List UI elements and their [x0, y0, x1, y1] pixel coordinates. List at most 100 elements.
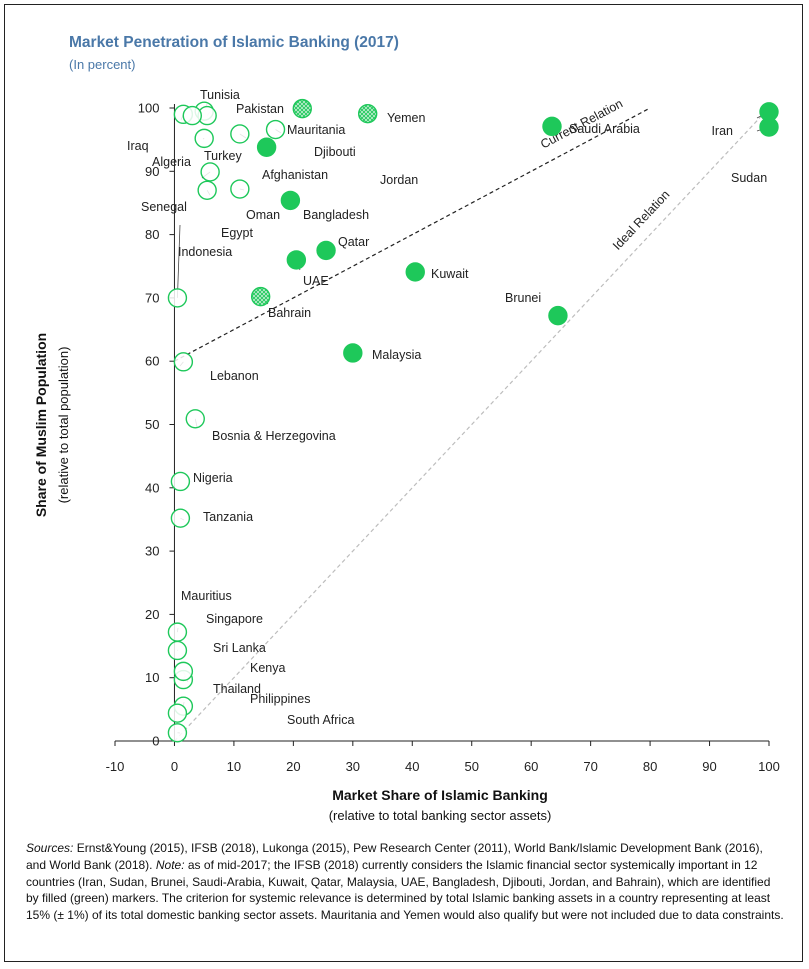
y-tick-label: 100 [138, 101, 160, 116]
y-tick-label: 60 [145, 354, 159, 369]
label-saudi-arabia: Saudi Arabia [569, 122, 640, 136]
y-tick-label: 10 [145, 670, 159, 685]
label-senegal: Senegal [141, 200, 187, 214]
y-tick-label: 90 [145, 164, 159, 179]
label-kuwait: Kuwait [431, 267, 469, 281]
label-lebanon: Lebanon [210, 369, 259, 383]
sources-label: Sources: [26, 841, 74, 855]
marker-brunei [548, 305, 568, 326]
x-tick-label: 0 [171, 759, 178, 774]
x-tick-label: 70 [583, 759, 597, 774]
label-philippines: Philippines [250, 692, 310, 706]
marker-afghanistan [230, 124, 250, 144]
marker-philippines [167, 703, 188, 723]
y-axis-subtitle: (relative to total population) [56, 347, 71, 504]
sources-text: Ernst&Young (2015), IFSB (2018), Lukonga… [26, 841, 763, 872]
chart-title: Market Penetration of Islamic Banking (2… [69, 34, 399, 51]
label-algeria: Algeria [152, 155, 191, 169]
y-axis-title: Share of Muslim Population [33, 333, 49, 517]
chart-subtitle: (In percent) [69, 57, 136, 72]
label-egypt: Egypt [221, 226, 253, 240]
marker-south-africa [167, 723, 188, 743]
marker-bosnia-herzegovina [185, 409, 205, 429]
x-tick-label: 30 [346, 759, 360, 774]
label-indonesia: Indonesia [178, 245, 232, 259]
note-text: as of mid-2017; the IFSB (2018) currentl… [26, 857, 784, 923]
label-uae: UAE [303, 274, 329, 288]
label-nigeria: Nigeria [193, 471, 233, 485]
label-singapore: Singapore [206, 612, 263, 626]
label-bahrain: Bahrain [268, 306, 311, 320]
marker-nigeria [170, 471, 191, 492]
label-pakistan: Pakistan [236, 102, 284, 116]
marker-sudan [759, 117, 779, 137]
marker-oman [230, 179, 250, 199]
marker-djibouti [265, 119, 286, 140]
label-tanzania: Tanzania [203, 510, 253, 524]
label-jordan: Jordan [380, 173, 418, 187]
x-tick-label: -10 [106, 759, 125, 774]
y-tick-label: 80 [145, 227, 159, 242]
label-south-africa: South Africa [287, 713, 354, 727]
y-tick-label: 40 [145, 480, 159, 495]
x-axis-title: Market Share of Islamic Banking [332, 787, 548, 803]
marker-algeria [182, 105, 202, 126]
label-oman: Oman [246, 208, 280, 222]
label-bosnia-herzegovina: Bosnia & Herzegovina [212, 429, 336, 443]
label-bangladesh: Bangladesh [303, 208, 369, 222]
marker-uae [286, 250, 307, 270]
label-mauritania: Mauritania [287, 123, 345, 137]
y-tick-label: 30 [145, 544, 159, 559]
label-yemen: Yemen [387, 111, 426, 125]
leader-indonesia [177, 224, 181, 298]
x-tick-label: 60 [524, 759, 538, 774]
marker-mauritius [167, 622, 188, 642]
marker-egypt [197, 180, 217, 200]
y-tick-label: 50 [145, 417, 159, 432]
label-kenya: Kenya [250, 661, 285, 675]
current-relation-line [174, 107, 651, 362]
y-tick-label: 20 [145, 607, 159, 622]
label-iran: Iran [711, 124, 733, 138]
marker-lebanon [173, 352, 194, 372]
note-label: Note: [155, 857, 185, 872]
marker-saudi-arabia [542, 116, 562, 137]
x-tick-label: 90 [702, 759, 716, 774]
label-djibouti: Djibouti [314, 145, 356, 159]
x-tick-label: 100 [758, 759, 780, 774]
x-tick-label: 10 [227, 759, 241, 774]
x-tick-label: 40 [405, 759, 419, 774]
sources-note: Sources: Ernst&Young (2015), IFSB (2018)… [26, 840, 786, 924]
x-tick-label: 20 [286, 759, 300, 774]
label-sudan: Sudan [731, 171, 767, 185]
marker-senegal [200, 162, 220, 182]
marker-bangladesh [280, 190, 301, 211]
ideal-relation-line [174, 107, 770, 742]
marker-yemen [357, 103, 378, 124]
marker-kenya [173, 661, 194, 682]
label-qatar: Qatar [338, 235, 369, 249]
marker-qatar [316, 240, 336, 261]
marker-jordan [256, 137, 277, 157]
marker-indonesia [167, 288, 188, 308]
chart-frame [4, 4, 803, 962]
label-brunei: Brunei [505, 291, 541, 305]
marker-bahrain [250, 286, 271, 307]
label-afghanistan: Afghanistan [262, 168, 328, 182]
x-tick-label: 80 [643, 759, 657, 774]
marker-kuwait [405, 262, 425, 282]
marker-malaysia [343, 343, 363, 363]
label-malaysia: Malaysia [372, 348, 421, 362]
scatter-chart: -10 0 10 20 30 40 50 60 70 80 90 100 0 10 20 30 40 50 60 70… [33, 88, 780, 823]
marker-turkey [194, 128, 214, 149]
y-tick-label: 70 [145, 290, 159, 305]
marker-tanzania [170, 508, 191, 528]
label-tunisia: Tunisia [200, 88, 240, 102]
x-axis-subtitle: (relative to total banking sector assets… [329, 808, 552, 823]
marker-mauritania [292, 98, 312, 119]
label-iraq: Iraq [127, 139, 149, 153]
x-tick-label: 50 [464, 759, 478, 774]
label-mauritius: Mauritius [181, 589, 232, 603]
y-tick-label: 0 [152, 734, 159, 749]
marker-singapore [167, 640, 188, 661]
